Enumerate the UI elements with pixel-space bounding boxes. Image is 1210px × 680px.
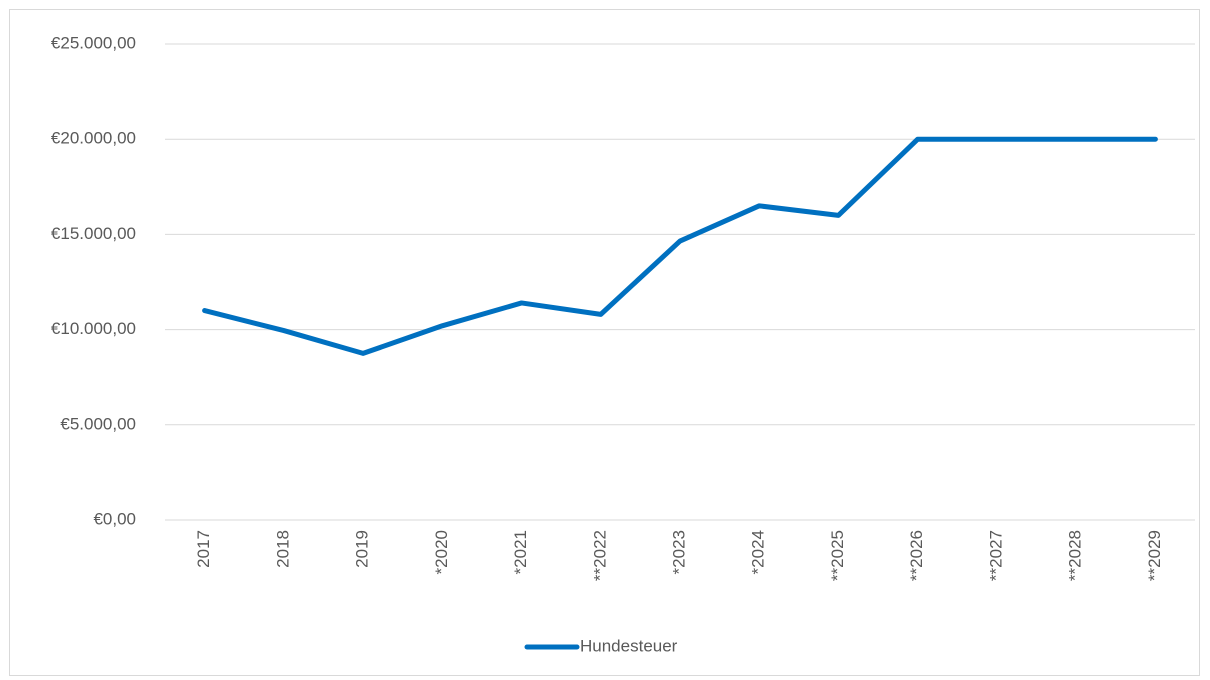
line — [202, 136, 1158, 356]
x-tick-label: **2025 — [828, 530, 847, 581]
y-tick-label: €10.000,00 — [51, 319, 136, 338]
x-tick-label: *2023 — [669, 530, 688, 574]
y-tick-label: €5.000,00 — [60, 414, 136, 433]
x-tick-label: 2019 — [353, 530, 372, 568]
y-tick-label: €0,00 — [93, 509, 136, 528]
x-tick-label: **2029 — [1145, 530, 1164, 581]
x-tick-label: **2022 — [590, 530, 609, 581]
x-tick-label: *2024 — [749, 530, 768, 574]
legend-label: Hundesteuer — [580, 636, 678, 655]
x-tick-label: 2017 — [194, 530, 213, 568]
y-tick-label: €25.000,00 — [51, 33, 136, 52]
x-tick-label: *2020 — [432, 530, 451, 574]
x-tick-label: *2021 — [511, 530, 530, 574]
x-tick-label: **2028 — [1066, 530, 1085, 581]
x-tick-label: 2018 — [273, 530, 292, 568]
y-tick-label: €15.000,00 — [51, 224, 136, 243]
x-tick-label: **2027 — [986, 530, 1005, 581]
chart-border — [9, 9, 1200, 676]
x-tick-label: **2026 — [907, 530, 926, 581]
y-tick-label: €20.000,00 — [51, 129, 136, 148]
